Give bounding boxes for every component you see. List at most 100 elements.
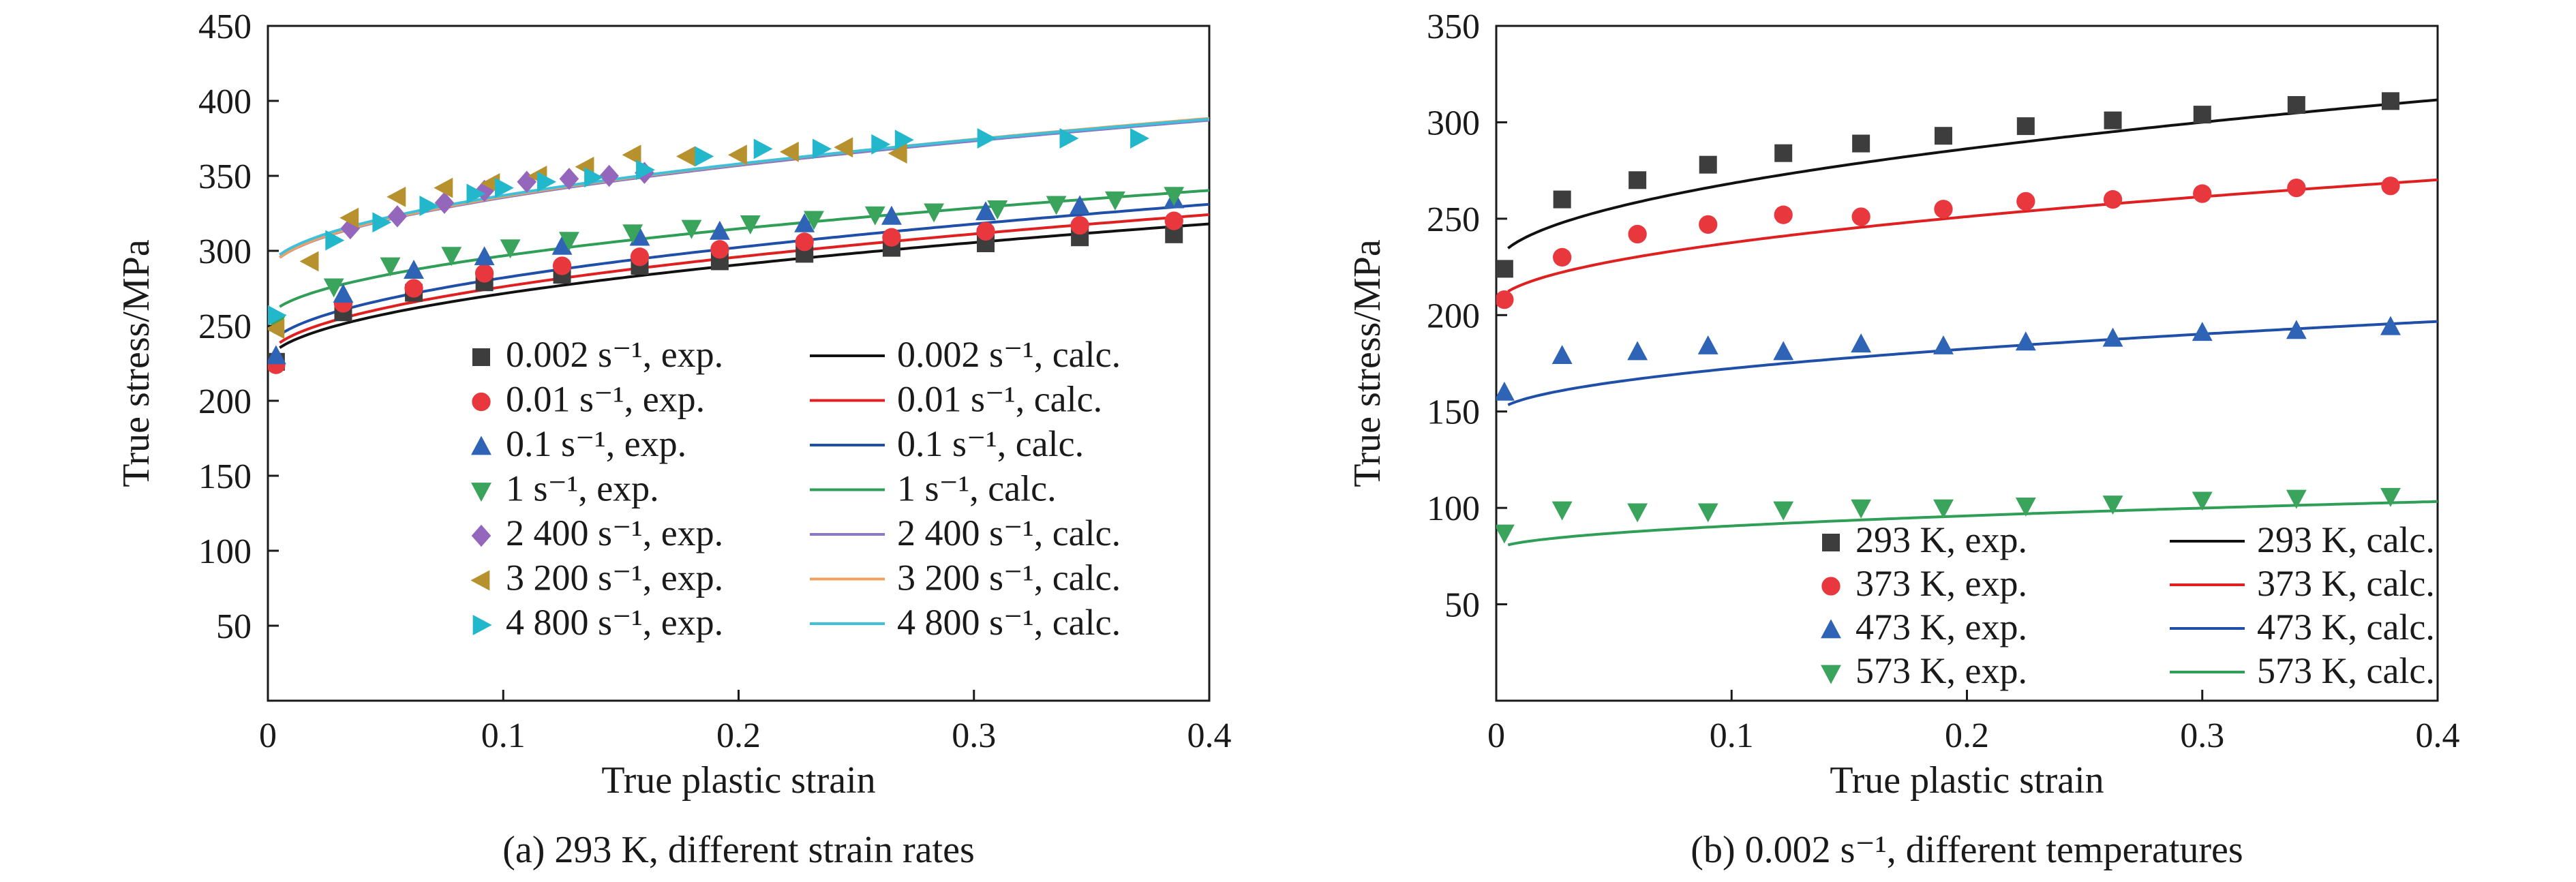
calc-curve (279, 202, 1209, 336)
y-tick-label: 150 (198, 457, 252, 496)
x-axis-label: True plastic strain (1830, 759, 2104, 802)
legend-label: 473 K, calc. (2257, 607, 2435, 648)
data-point (599, 164, 619, 187)
legend-label: 4 800 s⁻¹, exp. (506, 602, 723, 643)
legend-label: 373 K, exp. (1855, 563, 2027, 604)
panel-b: 0 0.1 0.2 0.3 0.4 50 100 150 200 250 300 350 True pl… (1346, 7, 2460, 871)
legend-marker (471, 524, 491, 547)
plot-area (1496, 92, 2438, 547)
x-tick-label: 0.1 (481, 716, 526, 755)
data-point (740, 215, 761, 234)
calc-curve (279, 222, 1209, 349)
data-point (323, 278, 344, 298)
y-tick-label: 50 (216, 607, 252, 646)
data-point (1164, 187, 1185, 207)
data-point (2192, 491, 2213, 511)
data-point (681, 219, 702, 239)
calc-curve (1507, 178, 2438, 293)
legend-label: 0.1 s⁻¹, calc. (897, 423, 1084, 464)
legend-marker (1821, 577, 1840, 596)
data-point (2102, 327, 2123, 347)
y-tick-label: 100 (198, 532, 252, 571)
plot-area (268, 117, 1209, 374)
legend-label: 373 K, calc. (2257, 563, 2435, 604)
legend-label: 2 400 s⁻¹, calc. (897, 513, 1121, 553)
data-point (2381, 177, 2400, 196)
data-point (404, 260, 425, 279)
legend-label: 0.002 s⁻¹, exp. (506, 334, 723, 375)
data-point (812, 138, 832, 159)
data-point (2104, 111, 2122, 130)
data-point (387, 186, 406, 207)
legend-marker (1822, 534, 1840, 551)
data-point (2192, 322, 2213, 341)
data-point (325, 230, 345, 251)
data-point (500, 239, 521, 259)
data-point (1934, 200, 1953, 219)
legend-label: 473 K, exp. (1855, 607, 2027, 648)
data-point (2380, 316, 2401, 335)
data-point (710, 240, 729, 259)
data-point (676, 146, 695, 167)
data-point (622, 224, 643, 244)
data-point (1933, 499, 1954, 519)
data-point (1104, 191, 1125, 211)
legend-marker (1821, 665, 1841, 684)
data-point (559, 168, 579, 190)
calc-curve (1507, 500, 2438, 547)
data-point (1496, 524, 1515, 544)
legend-marker (472, 348, 490, 366)
data-point (1699, 215, 1718, 234)
data-point (1773, 341, 1794, 361)
data-point (2286, 320, 2307, 339)
legend-label: 0.01 s⁻¹, exp. (506, 379, 705, 420)
data-point (299, 251, 319, 272)
data-point (380, 257, 401, 277)
data-point (2016, 117, 2035, 136)
data-point (727, 145, 747, 166)
data-point (630, 247, 650, 267)
y-tick-label: 350 (1427, 7, 1480, 46)
calc-curve (1507, 320, 2438, 406)
data-point (441, 247, 462, 267)
x-tick-label: 0.4 (1187, 716, 1232, 755)
data-point (537, 171, 556, 192)
x-axis-label: True plastic strain (601, 759, 875, 802)
y-axis-label: True stress/MPa (1346, 239, 1389, 487)
data-point (1851, 333, 1872, 353)
legend-label: 4 800 s⁻¹, calc. (897, 602, 1121, 643)
legend-label: 2 400 s⁻¹, exp. (506, 513, 723, 553)
data-point (419, 196, 439, 216)
data-point (1059, 128, 1079, 149)
data-point (2193, 184, 2212, 203)
data-point (975, 201, 996, 221)
y-tick-label: 200 (198, 382, 252, 421)
legend-label: 0.002 s⁻¹, calc. (897, 334, 1121, 375)
y-tick-label: 250 (1427, 200, 1480, 239)
data-point (1627, 341, 1648, 361)
data-point (1551, 501, 1573, 521)
x-tick-label: 0 (1487, 716, 1505, 755)
data-point (2016, 192, 2035, 211)
data-point (1699, 155, 1717, 174)
data-point (864, 206, 885, 226)
data-point (753, 138, 773, 159)
calc-curve (279, 213, 1209, 344)
x-tick-label: 0.4 (2416, 716, 2460, 755)
legend-marker (472, 615, 492, 635)
data-point (1628, 171, 1647, 189)
data-point (976, 222, 995, 241)
data-point (1774, 205, 1793, 224)
legend-marker (1821, 619, 1841, 639)
data-point (894, 130, 914, 151)
data-point (1628, 224, 1647, 244)
data-point (629, 226, 650, 246)
x-tick-label: 0.2 (716, 716, 761, 755)
y-tick-label: 150 (1427, 393, 1480, 432)
data-point (1496, 381, 1515, 401)
data-point (977, 128, 997, 149)
data-point (1627, 503, 1648, 523)
data-point (1773, 501, 1794, 521)
legend-label: 0.1 s⁻¹, exp. (506, 423, 686, 464)
data-point (1070, 195, 1091, 215)
